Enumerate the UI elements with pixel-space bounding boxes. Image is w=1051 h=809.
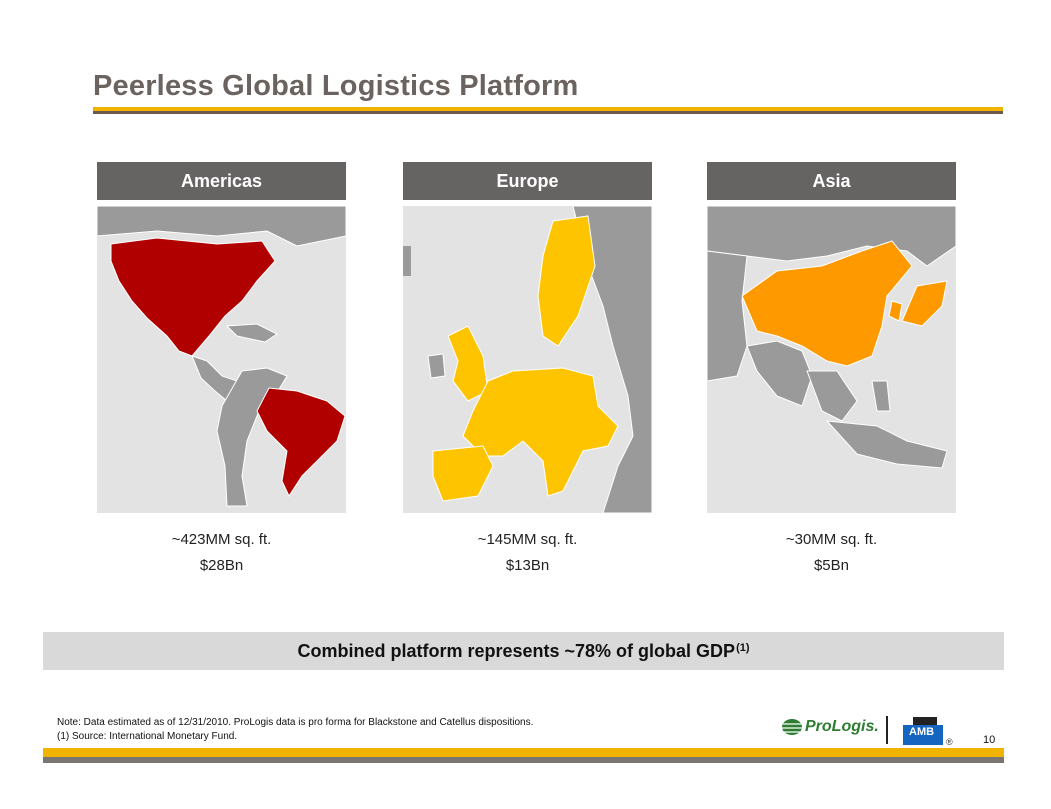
- note-line-1: Note: Data estimated as of 12/31/2010. P…: [57, 717, 534, 728]
- slide-title: Peerless Global Logistics Platform: [93, 70, 579, 102]
- europe-map-graphic: [403, 206, 652, 513]
- prologis-logo: ProLogis.: [781, 718, 879, 736]
- europe-area: ~145MM sq. ft.: [477, 531, 578, 548]
- china-highlight: [741, 240, 913, 367]
- map-europe: [403, 206, 652, 513]
- uk-highlight: [447, 325, 489, 402]
- region-header-europe: Europe: [403, 162, 652, 200]
- region-header-americas: Americas: [97, 162, 346, 200]
- footer-rule-gold: [43, 748, 1004, 757]
- americas-map-graphic: [97, 206, 346, 513]
- asia-map-graphic: [707, 206, 956, 513]
- iberia-highlight: [432, 445, 494, 502]
- gdp-callout: Combined platform represents ~78% of glo…: [43, 632, 1004, 670]
- prologis-wordmark: ProLogis.: [805, 718, 879, 735]
- prologis-globe-icon: [782, 719, 802, 735]
- amb-logo: AMB: [903, 717, 947, 745]
- asia-area: ~30MM sq. ft.: [785, 531, 878, 548]
- usa-mexico-highlight: [110, 237, 276, 357]
- page-number: 10: [983, 734, 996, 746]
- title-rule-brown: [93, 111, 1003, 114]
- americas-area: ~423MM sq. ft.: [171, 531, 272, 548]
- region-header-asia: Asia: [707, 162, 956, 200]
- gdp-callout-text: Combined platform represents ~78% of glo…: [297, 640, 736, 661]
- note-line-2: (1) Source: International Monetary Fund.: [57, 731, 238, 742]
- gdp-footnote-ref: (1): [736, 642, 750, 654]
- korea-highlight: [888, 300, 903, 322]
- scandinavia-highlight: [537, 215, 596, 347]
- asia-value: $5Bn: [813, 557, 850, 574]
- brazil-highlight: [256, 387, 346, 498]
- footer-rule-grey: [43, 757, 1004, 763]
- title-rule-gold: [93, 107, 1003, 111]
- amb-wordmark: AMB: [909, 726, 935, 738]
- europe-value: $13Bn: [505, 557, 550, 574]
- logo-divider: [886, 716, 888, 744]
- japan-highlight: [901, 280, 948, 327]
- map-americas: [97, 206, 346, 513]
- americas-value: $28Bn: [199, 557, 244, 574]
- map-asia: [707, 206, 956, 513]
- registered-mark: ®: [946, 737, 953, 747]
